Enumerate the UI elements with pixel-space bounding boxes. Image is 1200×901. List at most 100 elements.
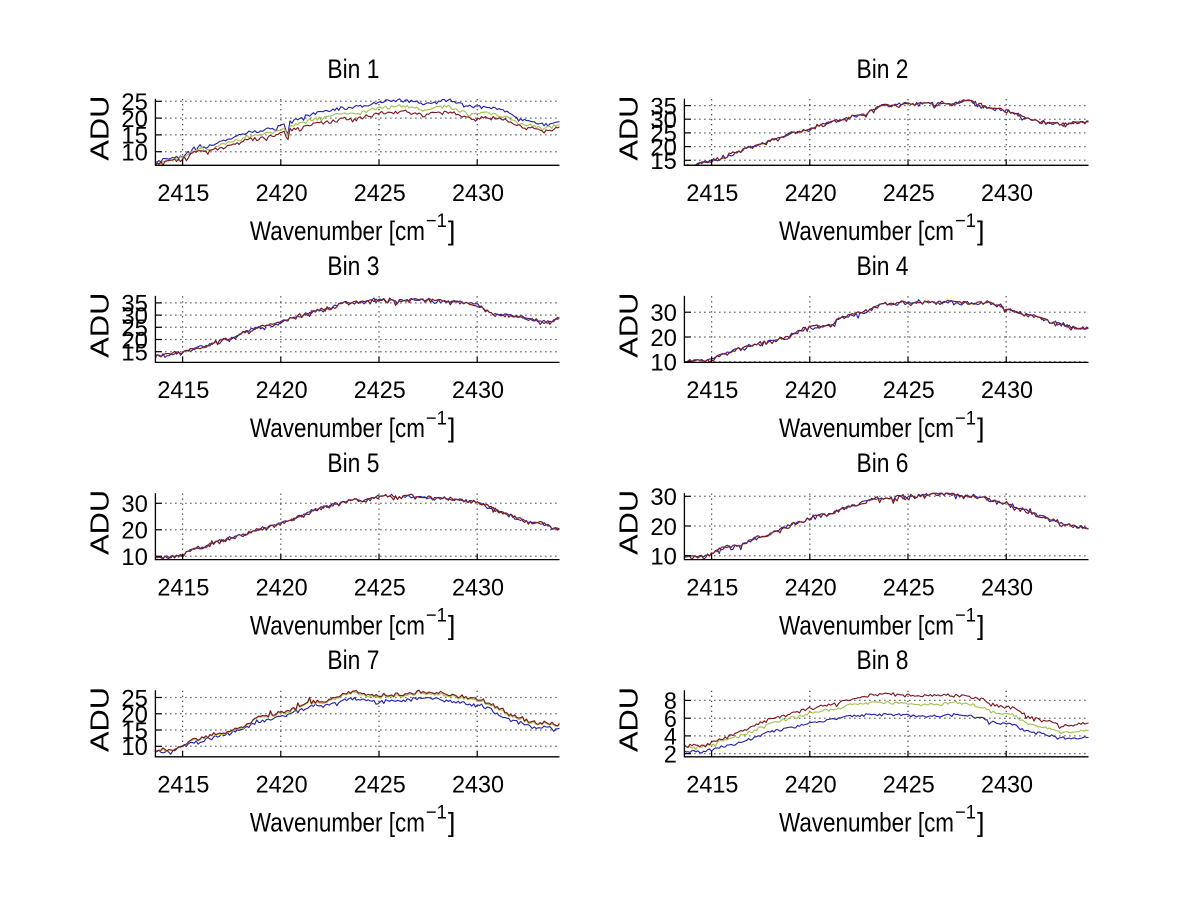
svg-text:]: ] (448, 216, 456, 246)
svg-text:2420: 2420 (256, 377, 308, 404)
svg-text:20: 20 (121, 106, 148, 133)
svg-text:6: 6 (664, 706, 677, 733)
svg-text:ADU: ADU (616, 293, 644, 358)
svg-text:35: 35 (650, 93, 677, 120)
svg-text:Bin 2: Bin 2 (857, 54, 909, 84)
svg-text:ADU: ADU (87, 293, 115, 358)
svg-text:2430: 2430 (981, 180, 1033, 207)
svg-text:20: 20 (121, 518, 148, 545)
svg-text:20: 20 (650, 134, 677, 161)
svg-text:2425: 2425 (883, 772, 935, 799)
svg-text:2430: 2430 (981, 574, 1033, 601)
svg-text:Bin 5: Bin 5 (327, 448, 379, 478)
svg-text:2425: 2425 (354, 180, 406, 207)
svg-text:2420: 2420 (256, 574, 308, 601)
svg-text:2415: 2415 (686, 574, 738, 601)
svg-text:Wavenumber [cm: Wavenumber [cm (779, 808, 954, 838)
svg-text:20: 20 (121, 327, 148, 354)
svg-text:2425: 2425 (883, 377, 935, 404)
svg-text:2430: 2430 (452, 772, 504, 799)
svg-text:2415: 2415 (157, 377, 209, 404)
svg-text:Bin 3: Bin 3 (327, 251, 379, 281)
svg-text:35: 35 (121, 291, 148, 318)
svg-text:Bin 6: Bin 6 (857, 448, 909, 478)
svg-text:25: 25 (121, 315, 148, 342)
svg-text:]: ] (448, 413, 456, 443)
svg-text:2415: 2415 (686, 772, 738, 799)
svg-text:ADU: ADU (87, 490, 115, 555)
svg-text:2415: 2415 (686, 377, 738, 404)
svg-text:15: 15 (650, 148, 677, 175)
svg-text:20: 20 (650, 514, 677, 541)
svg-text:30: 30 (650, 107, 677, 134)
svg-text:2415: 2415 (157, 772, 209, 799)
svg-text:25: 25 (121, 685, 148, 712)
svg-text:2430: 2430 (452, 180, 504, 207)
svg-text:−1: −1 (955, 210, 976, 232)
svg-text:4: 4 (664, 724, 677, 751)
svg-text:2420: 2420 (785, 574, 837, 601)
svg-text:ADU: ADU (616, 687, 644, 752)
svg-text:]: ] (977, 808, 985, 838)
svg-text:2415: 2415 (157, 180, 209, 207)
svg-text:10: 10 (121, 544, 148, 571)
svg-text:2420: 2420 (785, 772, 837, 799)
svg-text:Wavenumber [cm: Wavenumber [cm (250, 216, 425, 246)
svg-text:20: 20 (650, 325, 677, 352)
svg-text:10: 10 (650, 544, 677, 571)
svg-text:2430: 2430 (981, 772, 1033, 799)
svg-text:−1: −1 (426, 210, 447, 232)
svg-text:2425: 2425 (883, 574, 935, 601)
svg-text:2430: 2430 (981, 377, 1033, 404)
svg-text:−1: −1 (426, 605, 447, 627)
svg-text:−1: −1 (955, 802, 976, 824)
svg-text:]: ] (977, 216, 985, 246)
svg-text:Wavenumber [cm: Wavenumber [cm (250, 413, 425, 443)
svg-text:ADU: ADU (87, 96, 115, 161)
svg-text:2420: 2420 (256, 180, 308, 207)
svg-text:2420: 2420 (785, 180, 837, 207)
svg-text:10: 10 (650, 350, 677, 377)
svg-text:ADU: ADU (87, 687, 115, 752)
svg-text:]: ] (448, 808, 456, 838)
svg-text:ADU: ADU (616, 490, 644, 555)
svg-text:2420: 2420 (256, 772, 308, 799)
svg-text:]: ] (977, 413, 985, 443)
svg-text:Bin 8: Bin 8 (857, 645, 909, 675)
svg-text:20: 20 (121, 702, 148, 729)
svg-text:15: 15 (121, 340, 148, 367)
svg-text:ADU: ADU (616, 96, 644, 161)
svg-text:Wavenumber [cm: Wavenumber [cm (250, 808, 425, 838)
svg-text:2415: 2415 (157, 574, 209, 601)
svg-text:2415: 2415 (686, 180, 738, 207)
svg-text:Bin 7: Bin 7 (327, 645, 379, 675)
svg-text:]: ] (448, 610, 456, 640)
svg-text:2: 2 (664, 741, 677, 768)
svg-text:Wavenumber [cm: Wavenumber [cm (779, 610, 954, 640)
svg-text:2425: 2425 (354, 574, 406, 601)
svg-text:30: 30 (650, 484, 677, 511)
svg-text:−1: −1 (426, 802, 447, 824)
svg-text:Bin 1: Bin 1 (327, 54, 379, 84)
svg-text:2425: 2425 (354, 377, 406, 404)
svg-text:2430: 2430 (452, 574, 504, 601)
svg-text:8: 8 (664, 688, 677, 715)
svg-text:−1: −1 (955, 407, 976, 429)
svg-text:15: 15 (121, 123, 148, 150)
svg-text:−1: −1 (426, 407, 447, 429)
svg-text:30: 30 (121, 491, 148, 518)
svg-text:10: 10 (121, 734, 148, 761)
svg-text:Wavenumber [cm: Wavenumber [cm (250, 610, 425, 640)
svg-text:2430: 2430 (452, 377, 504, 404)
svg-text:10: 10 (121, 140, 148, 167)
svg-text:25: 25 (121, 89, 148, 116)
svg-text:30: 30 (121, 303, 148, 330)
svg-text:−1: −1 (955, 605, 976, 627)
svg-text:]: ] (977, 610, 985, 640)
svg-text:Bin 4: Bin 4 (857, 251, 909, 281)
svg-text:2420: 2420 (785, 377, 837, 404)
svg-text:30: 30 (650, 300, 677, 327)
svg-text:Wavenumber [cm: Wavenumber [cm (779, 216, 954, 246)
svg-text:2425: 2425 (354, 772, 406, 799)
svg-text:25: 25 (650, 121, 677, 148)
